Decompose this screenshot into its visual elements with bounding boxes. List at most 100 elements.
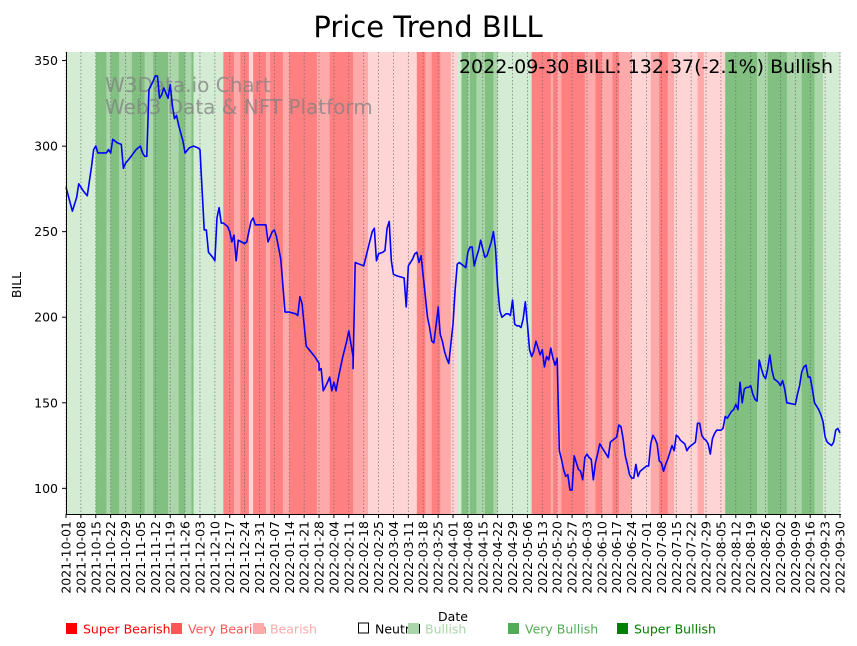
band-bearish	[667, 52, 675, 514]
x-tick-label: 2021-10-22	[103, 521, 118, 594]
legend-marker	[617, 623, 628, 634]
x-axis-label: Date	[438, 609, 468, 624]
x-axis-ticks: 2021-10-01 2021-10-08 2021-10-15 2021-10-22…	[59, 514, 848, 594]
band-bearish	[440, 52, 452, 514]
band-bearish	[425, 52, 433, 514]
x-tick-label: 2022-08-26	[758, 521, 773, 594]
x-tick-label: 2021-12-03	[192, 521, 207, 594]
band-bullish-mid	[814, 52, 824, 514]
band-very-bearish	[531, 52, 552, 514]
x-tick-label: 2022-06-24	[624, 521, 639, 594]
y-axis-ticks: 100 150 200 250 300 350	[34, 53, 66, 496]
legend-label: Super Bearish	[83, 622, 171, 637]
x-tick-label: 2022-02-25	[371, 521, 386, 594]
band-bearish-light	[708, 52, 726, 514]
band-bullish-mid	[144, 52, 154, 514]
y-tick-label: 150	[34, 395, 58, 410]
x-tick-label: 2022-09-09	[788, 521, 803, 594]
band-very-bullish	[131, 52, 145, 514]
band-bullish	[822, 52, 841, 514]
band-bearish	[601, 52, 613, 514]
band-very-bullish	[95, 52, 107, 514]
legend-label: Very Bullish	[525, 622, 598, 637]
x-tick-label: 2022-01-21	[297, 521, 312, 594]
band-bearish-light	[674, 52, 698, 514]
y-tick-label: 100	[34, 481, 58, 496]
band-bullish-mid	[493, 52, 498, 514]
band-bearish	[233, 52, 241, 514]
sentiment-bands	[66, 52, 841, 514]
watermark-line-1: W3Data.io Chart	[105, 73, 271, 97]
band-bearish	[584, 52, 596, 514]
legend-marker	[253, 623, 264, 634]
band-bullish-mid	[467, 52, 471, 514]
legend-item-super-bullish: Super Bullish	[617, 622, 716, 637]
band-very-bearish	[302, 52, 318, 514]
legend-label: Super Bullish	[634, 622, 716, 637]
legend-item-bullish: Bullish	[408, 622, 466, 637]
band-very-bullish	[153, 52, 169, 514]
band-bearish-light	[248, 52, 254, 514]
band-bearish	[316, 52, 330, 514]
x-tick-label: 2022-01-07	[267, 521, 282, 594]
legend-marker	[171, 623, 182, 634]
legend-item-bearish: Bearish	[253, 622, 317, 637]
x-tick-label: 2022-07-08	[654, 521, 669, 594]
legend-marker	[66, 623, 77, 634]
x-tick-label: 2022-02-11	[341, 521, 356, 594]
x-tick-label: 2022-02-04	[326, 521, 341, 594]
legend-marker	[358, 622, 369, 634]
legend-label: Very Bearish	[188, 622, 267, 637]
x-tick-label: 2022-03-04	[386, 521, 401, 594]
x-tick-label: 2022-08-12	[728, 521, 743, 594]
x-tick-label: 2022-03-18	[416, 521, 431, 594]
legend-item-very-bearish: Very Bearish	[171, 622, 267, 637]
band-bearish	[550, 52, 554, 514]
legend-label: Bearish	[270, 622, 317, 637]
x-tick-label: 2022-07-01	[639, 521, 654, 594]
band-very-bearish	[416, 52, 426, 514]
legend-item-very-bullish: Very Bullish	[508, 622, 598, 637]
watermark: W3Data.io Chart Web3 Data & NFT Platform	[105, 73, 373, 119]
y-tick-label: 350	[34, 53, 58, 68]
y-tick-label: 200	[34, 310, 58, 325]
band-very-bearish	[223, 52, 235, 514]
band-bearish-light	[631, 52, 652, 514]
latest-price-annotation: 2022-09-30 BILL: 132.37(-2.1%) Bullish	[459, 56, 833, 78]
x-tick-label: 2021-12-10	[207, 521, 222, 594]
x-tick-label: 2022-05-13	[535, 521, 550, 594]
band-bearish	[650, 52, 660, 514]
x-tick-label: 2021-10-01	[59, 521, 74, 594]
x-tick-label: 2021-10-15	[88, 521, 103, 594]
band-very-bearish	[612, 52, 620, 514]
band-bullish	[457, 52, 462, 514]
x-tick-label: 2022-04-15	[475, 521, 490, 594]
x-tick-label: 2022-09-30	[833, 521, 848, 594]
x-tick-label: 2022-04-01	[446, 521, 461, 594]
band-bullish	[521, 52, 532, 514]
y-tick-label: 250	[34, 224, 58, 239]
band-bearish-light	[450, 52, 458, 514]
x-tick-label: 2022-06-03	[579, 521, 594, 594]
x-tick-label: 2022-06-17	[609, 521, 624, 594]
x-tick-label: 2021-11-19	[163, 521, 178, 594]
band-very-bearish	[270, 52, 284, 514]
band-very-bearish	[289, 52, 303, 514]
x-tick-label: 2022-07-29	[699, 521, 714, 594]
y-axis-label: BILL	[9, 272, 24, 298]
band-bullish-mid	[757, 52, 769, 514]
legend: Super Bearish Very Bearish Bearish Neutral B…	[66, 622, 716, 637]
price-line-bill	[65, 75, 841, 491]
x-tick-label: 2022-09-23	[818, 521, 833, 594]
band-very-bearish	[346, 52, 354, 514]
x-tick-label: 2022-01-14	[282, 521, 297, 594]
band-bearish	[282, 52, 290, 514]
y-tick-label: 300	[34, 139, 58, 154]
band-bullish-mid	[168, 52, 179, 514]
band-very-bearish	[552, 52, 558, 514]
band-bearish	[265, 52, 271, 514]
x-tick-label: 2022-06-10	[594, 521, 609, 594]
band-very-bullish	[110, 52, 120, 514]
band-bullish-mid	[786, 52, 803, 514]
